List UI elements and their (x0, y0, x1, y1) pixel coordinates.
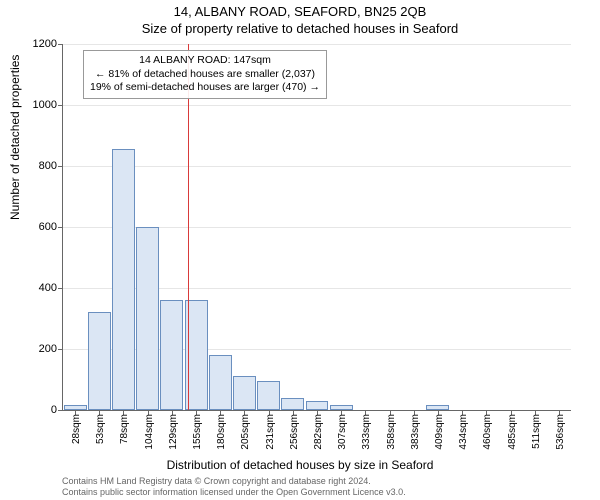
histogram-bar (306, 401, 329, 410)
gridline (63, 166, 571, 167)
x-tick-label: 205sqm (240, 414, 251, 450)
annotation-box: 14 ALBANY ROAD: 147sqm← 81% of detached … (83, 50, 327, 99)
x-tick-label: 536sqm (555, 414, 566, 450)
y-tick-mark (58, 288, 63, 289)
x-tick-label: 409sqm (434, 414, 445, 450)
x-tick-label: 333sqm (361, 414, 372, 450)
x-tick-label: 358sqm (386, 414, 397, 450)
y-tick-mark (58, 349, 63, 350)
y-tick-mark (58, 410, 63, 411)
chart-subtitle: Size of property relative to detached ho… (0, 19, 600, 36)
x-tick-label: 28sqm (71, 414, 82, 444)
x-tick-label: 180sqm (216, 414, 227, 450)
plot-area: 02004006008001000120028sqm53sqm78sqm104s… (62, 44, 571, 411)
x-axis-label: Distribution of detached houses by size … (0, 458, 600, 472)
x-tick-label: 485sqm (507, 414, 518, 450)
histogram-bar (281, 398, 304, 410)
histogram-bar (160, 300, 183, 410)
histogram-bar (88, 312, 111, 410)
x-tick-label: 104sqm (144, 414, 155, 450)
y-axis-label: Number of detached properties (8, 55, 22, 220)
histogram-bar (257, 381, 280, 410)
annotation-line3: 19% of semi-detached houses are larger (… (90, 81, 320, 95)
histogram-bar (233, 376, 256, 410)
histogram-bar (136, 227, 159, 410)
x-tick-label: 78sqm (119, 414, 130, 444)
x-tick-label: 155sqm (192, 414, 203, 450)
y-tick-mark (58, 44, 63, 45)
x-tick-label: 307sqm (337, 414, 348, 450)
x-tick-label: 460sqm (482, 414, 493, 450)
histogram-bar (112, 149, 135, 410)
annotation-line2: ← 81% of detached houses are smaller (2,… (90, 68, 320, 82)
gridline (63, 105, 571, 106)
annotation-line1: 14 ALBANY ROAD: 147sqm (90, 54, 320, 68)
x-tick-label: 53sqm (95, 414, 106, 444)
x-tick-label: 129sqm (168, 414, 179, 450)
attribution-line1: Contains HM Land Registry data © Crown c… (62, 476, 406, 487)
x-tick-label: 282sqm (313, 414, 324, 450)
y-tick-mark (58, 166, 63, 167)
property-size-histogram: 14, ALBANY ROAD, SEAFORD, BN25 2QB Size … (0, 0, 600, 500)
histogram-bar (209, 355, 232, 410)
x-tick-label: 383sqm (410, 414, 421, 450)
gridline (63, 44, 571, 45)
y-tick-mark (58, 105, 63, 106)
attribution-line2: Contains public sector information licen… (62, 487, 406, 498)
attribution: Contains HM Land Registry data © Crown c… (62, 476, 406, 498)
y-tick-mark (58, 227, 63, 228)
x-tick-label: 434sqm (458, 414, 469, 450)
x-tick-label: 511sqm (531, 414, 542, 449)
x-tick-label: 231sqm (265, 414, 276, 450)
x-tick-label: 256sqm (289, 414, 300, 450)
chart-title-address: 14, ALBANY ROAD, SEAFORD, BN25 2QB (0, 0, 600, 19)
